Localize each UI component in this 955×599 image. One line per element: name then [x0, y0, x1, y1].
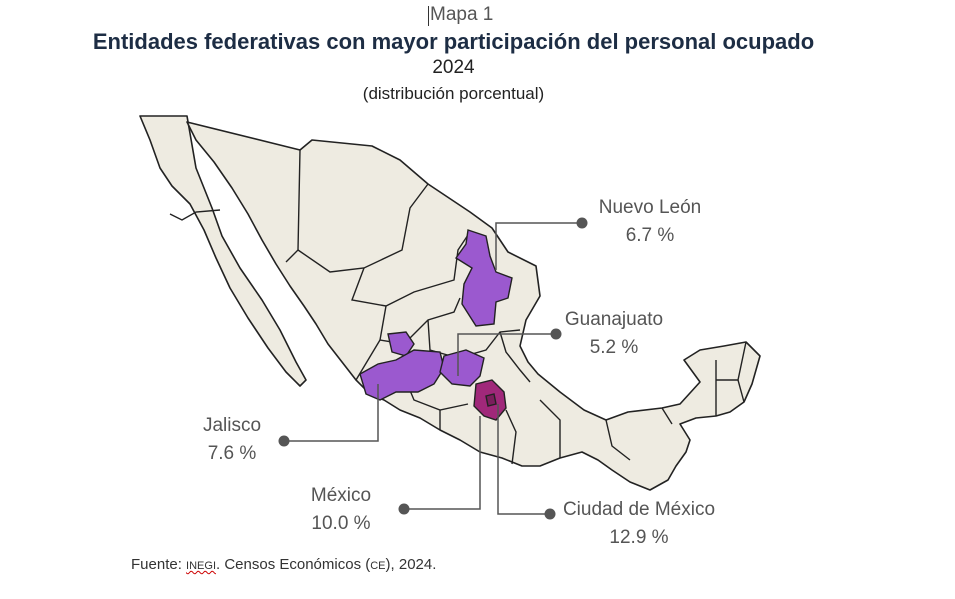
leader-lines [284, 222, 582, 515]
state-value: 10.0 % [311, 513, 371, 534]
map-caption: Mapa 1 [427, 4, 494, 26]
dot-nuevo-leon [576, 217, 588, 229]
source-suffix: ), 2024. [385, 556, 437, 573]
map-unit: (distribución porcentual) [362, 84, 545, 103]
source-mid: . Censos Económicos ( [216, 556, 371, 573]
dot-guanajuato [550, 328, 562, 340]
state-name: Ciudad de México [562, 499, 716, 520]
source-abbr: ce [370, 556, 386, 573]
source-prefix: Fuente: [131, 556, 187, 573]
state-name: Nuevo León [598, 197, 702, 218]
label-mexico: México 10.0 % [298, 482, 384, 538]
dot-mexico [398, 503, 410, 515]
baja-california-peninsula [139, 115, 307, 387]
guanajuato-state [439, 349, 485, 387]
label-nuevo-leon: Nuevo León 6.7 % [588, 194, 712, 250]
leader-nuevo-leon [495, 222, 582, 270]
cdmx-state [485, 393, 497, 407]
aguascalientes-state [387, 331, 415, 357]
state-name: Guanajuato [564, 309, 664, 330]
state-value: 7.6 % [207, 443, 257, 464]
state-name: México [310, 485, 372, 506]
state-value: 6.7 % [625, 225, 675, 246]
source-org: inegi [186, 556, 216, 573]
source-note: Fuente: inegi. Censos Económicos (ce), 2… [131, 556, 436, 573]
leader-cdmx [497, 404, 550, 515]
state-name: Jalisco [202, 415, 262, 436]
highlighted-states [359, 229, 513, 421]
leader-jalisco [284, 384, 379, 442]
state-value: 5.2 % [589, 337, 639, 358]
leader-dots [278, 217, 588, 520]
leader-mexico [404, 416, 481, 510]
dot-cdmx [544, 508, 556, 520]
leader-guanajuato [457, 333, 556, 376]
dot-jalisco [278, 435, 290, 447]
nuevo-leon-state [454, 229, 513, 327]
label-jalisco: Jalisco 7.6 % [190, 412, 274, 468]
state-value: 12.9 % [609, 527, 669, 548]
map-year: 2024 [432, 57, 475, 78]
map-title: Entidades federativas con mayor particip… [92, 29, 815, 54]
label-cdmx: Ciudad de México 12.9 % [552, 496, 726, 552]
label-guanajuato: Guanajuato 5.2 % [556, 306, 672, 362]
